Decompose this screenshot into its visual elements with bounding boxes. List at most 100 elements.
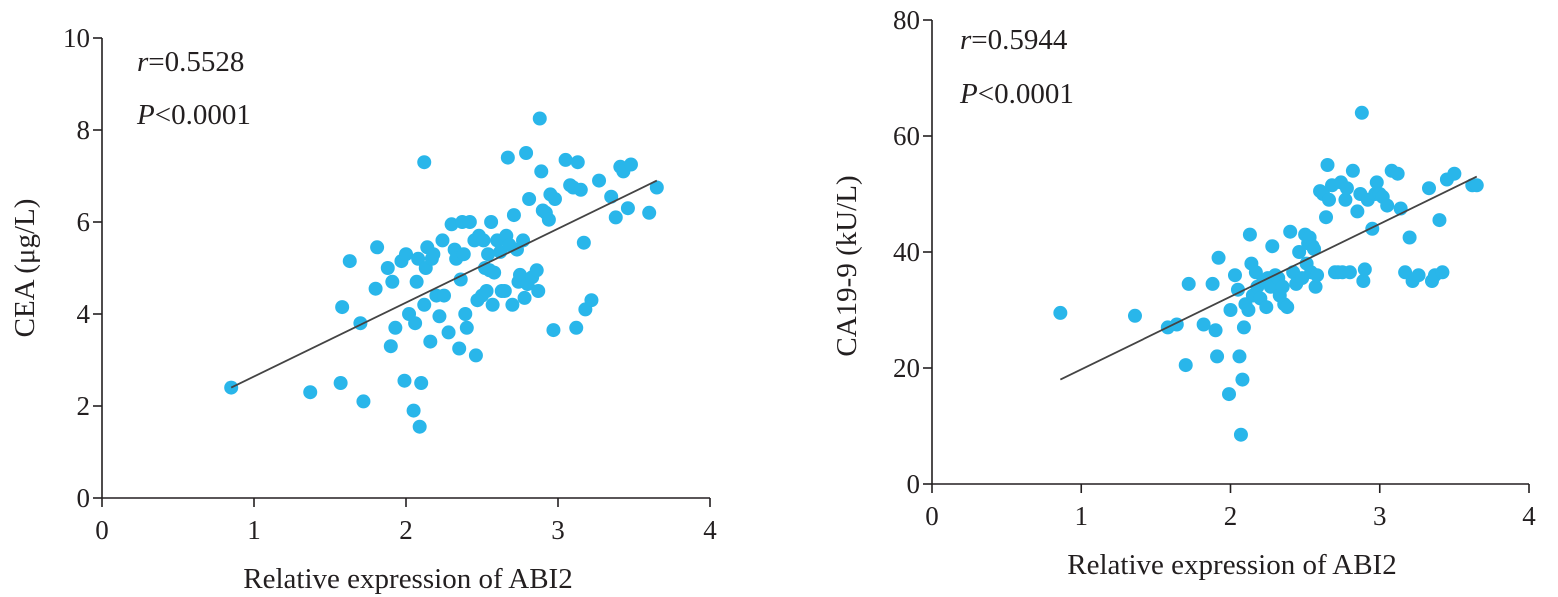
cea-p-statistic: P<0.0001 <box>136 99 251 131</box>
cea-data-point <box>649 180 664 195</box>
ca199-x-tick-label: 4 <box>1522 501 1536 531</box>
cea-data-point <box>414 376 429 390</box>
ca199-data-point <box>1380 198 1395 213</box>
cea-data-point <box>417 155 432 170</box>
cea-data-point <box>397 373 412 388</box>
cea-data-point <box>531 284 546 298</box>
ca199-data-point <box>1320 158 1335 172</box>
cea-data-point <box>604 189 619 204</box>
ca199-data-point <box>1053 305 1068 320</box>
cea-data-point <box>534 164 549 179</box>
ca199-data-point <box>1345 163 1360 178</box>
ca199-data-point <box>1447 166 1462 181</box>
cea-data-point <box>409 274 424 289</box>
ca199-data-point <box>1242 227 1257 242</box>
cea-data-point <box>411 251 426 266</box>
cea-data-point <box>423 334 438 349</box>
cea-data-point <box>481 247 496 262</box>
cea-data-point <box>558 152 573 167</box>
cea-data-point <box>462 215 477 229</box>
cea-data-point <box>333 376 348 390</box>
cea-x-tick-label: 3 <box>551 515 565 545</box>
ca199-x-tick-label: 2 <box>1224 501 1238 531</box>
cea-r-statistic: r=0.5528 <box>137 46 244 78</box>
ca199-data-point <box>1342 265 1357 280</box>
ca199-data-point <box>1432 213 1447 228</box>
cea-data-point <box>569 320 584 335</box>
cea-data-point <box>506 208 521 223</box>
ca199-data-point <box>1354 105 1369 120</box>
ca199-data-point <box>1259 300 1274 315</box>
ca199-data-point <box>1435 265 1450 280</box>
cea-data-point <box>342 254 357 269</box>
cea-y-tick-label: 8 <box>77 115 91 145</box>
ca199-data-point <box>1365 221 1380 236</box>
cea-data-point <box>570 155 585 170</box>
ca199-scatter-panel: 0 20 40 60 80 0 1 2 3 4 r=0.5944 P<0.0001 Relativ… <box>831 5 1536 581</box>
ca199-y-tick-label: 80 <box>893 5 920 35</box>
cea-data-point <box>476 233 491 248</box>
ca199-y-tick-label: 60 <box>893 121 920 151</box>
ca199-y-tick-label: 40 <box>893 237 920 267</box>
ca199-data-point <box>1196 317 1211 332</box>
ca199-data-point <box>1223 303 1238 317</box>
ca199-data-point <box>1280 300 1295 315</box>
cea-data-point <box>529 263 544 278</box>
ca199-data-point <box>1310 268 1325 283</box>
ca199-data-point <box>1357 262 1372 277</box>
cea-y-tick-label: 6 <box>77 207 91 237</box>
cea-data-point <box>452 341 467 356</box>
cea-data-point <box>608 210 623 225</box>
cea-data-point <box>623 157 638 172</box>
ca199-p-statistic: P<0.0001 <box>959 78 1074 110</box>
cea-y-tick-label: 0 <box>77 483 91 513</box>
ca199-y-tick-label: 0 <box>907 469 921 499</box>
ca199-data-point <box>1422 181 1437 196</box>
cea-data-point <box>356 394 371 409</box>
cea-data-point <box>303 385 318 400</box>
cea-data-point <box>441 325 456 340</box>
ca199-r-statistic: r=0.5944 <box>960 24 1068 56</box>
ca199-data-point <box>1211 250 1226 265</box>
ca199-data-point <box>1411 268 1426 283</box>
cea-data-point <box>546 323 561 338</box>
cea-x-tick-label: 2 <box>399 515 413 545</box>
cea-data-point <box>592 173 607 188</box>
cea-data-point <box>388 320 403 335</box>
cea-y-tick-label: 10 <box>63 23 90 53</box>
cea-x-tick-label: 4 <box>703 515 717 545</box>
cea-data-point <box>487 265 502 280</box>
ca199-data-point <box>1222 387 1237 402</box>
ca199-data-point <box>1241 303 1256 317</box>
cea-data-point <box>479 284 494 298</box>
ca199-y-tick-label: 20 <box>893 353 920 383</box>
cea-y-tick-label: 4 <box>77 299 91 329</box>
cea-x-axis-label: Relative expression of ABI2 <box>243 563 572 595</box>
cea-data-point <box>513 267 527 282</box>
cea-fit-line-group <box>230 179 658 389</box>
ca199-data-point <box>1390 166 1405 181</box>
ca199-data-point <box>1181 276 1196 291</box>
cea-data-point <box>335 300 350 315</box>
cea-data-point <box>444 217 459 232</box>
cea-data-point <box>432 309 447 324</box>
cea-data-point <box>385 274 400 289</box>
ca199-x-tick-label: 1 <box>1075 501 1089 531</box>
cea-data-point <box>497 284 512 298</box>
cea-data-point <box>522 192 537 206</box>
ca199-x-tick-label: 3 <box>1373 501 1387 531</box>
cea-data-point <box>368 281 383 296</box>
cea-data-point <box>417 297 432 312</box>
ca199-data-point <box>1227 268 1242 283</box>
cea-y-axis-label: CEA (μg/L) <box>9 199 41 338</box>
ca199-data-point <box>1350 204 1365 219</box>
cea-points <box>224 111 664 434</box>
cea-data-point <box>435 233 450 248</box>
ca199-x-tick-label: 0 <box>925 501 939 531</box>
cea-regression-line <box>230 179 658 389</box>
ca199-data-point <box>1292 245 1307 259</box>
cea-scatter-panel: 0 2 4 6 8 10 0 1 2 3 4 r=0.5528 P<0.0001 Relative … <box>9 23 717 595</box>
cea-data-point <box>399 247 413 262</box>
ca199-data-point <box>1236 320 1251 335</box>
